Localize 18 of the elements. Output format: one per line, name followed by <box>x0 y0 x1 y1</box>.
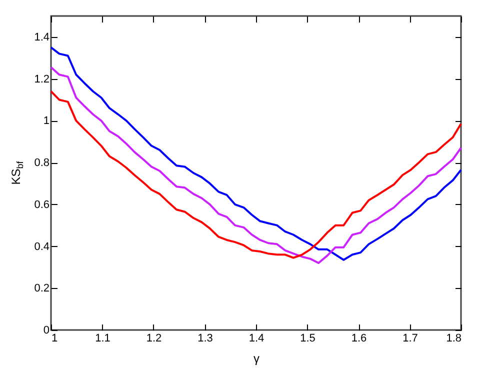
x-tick-label: 1.6 <box>351 332 367 344</box>
x-tick-label: 1.4 <box>248 332 264 344</box>
y-tick-label: 0.8 <box>34 157 50 170</box>
x-tick-label: 1.8 <box>446 332 462 344</box>
y-tick-label: 0.6 <box>34 198 50 211</box>
x-tick-label: 1.7 <box>402 332 418 344</box>
y-tick-label: 0 <box>43 324 50 336</box>
x-tick-label: 1.1 <box>95 332 110 344</box>
x-tick-label: 1.5 <box>300 332 316 344</box>
y-tick-label: 0.4 <box>34 240 50 253</box>
y-tick-label: 1.4 <box>34 31 50 44</box>
x-tick-label: 1.3 <box>198 332 213 344</box>
x-tick-label: 1.2 <box>146 332 162 344</box>
x-axis-title: γ <box>254 352 260 366</box>
x-tick-label: 1 <box>52 332 58 344</box>
y-tick-label: 1 <box>43 115 50 128</box>
y-tick-label: 1.2 <box>34 73 50 86</box>
y-tick-label: 0.2 <box>34 282 50 295</box>
